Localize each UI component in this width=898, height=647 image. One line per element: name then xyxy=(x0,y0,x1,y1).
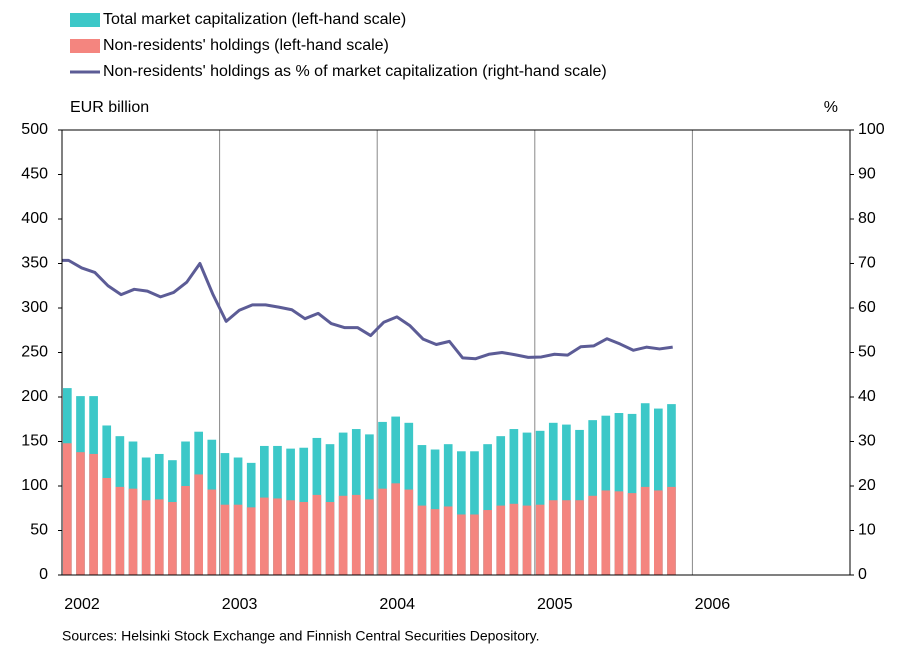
bar xyxy=(299,502,309,575)
y2-tick-label: 100 xyxy=(858,121,885,138)
y2-tick-label: 70 xyxy=(858,255,876,272)
bar xyxy=(260,497,269,575)
y2-tick-label: 40 xyxy=(858,388,876,405)
bar xyxy=(286,500,295,575)
y-tick-label: 250 xyxy=(21,344,48,361)
bar xyxy=(168,502,177,575)
bar xyxy=(338,495,348,575)
bar xyxy=(430,509,440,575)
y-tick-label: 500 xyxy=(21,121,48,138)
bar xyxy=(457,514,466,575)
bar xyxy=(128,488,138,575)
y-tick-label: 50 xyxy=(30,522,48,539)
y-tick-label: 200 xyxy=(21,388,48,405)
y-tick-label: 0 xyxy=(39,566,48,583)
bar xyxy=(509,429,519,575)
bar xyxy=(233,504,243,575)
y-tick-label: 350 xyxy=(21,255,48,272)
bar xyxy=(548,422,558,575)
bar xyxy=(601,490,611,575)
y-tick-label: 100 xyxy=(21,477,48,494)
y2-tick-label: 50 xyxy=(858,344,876,361)
bar xyxy=(562,500,571,575)
y2-tick-label: 20 xyxy=(858,477,876,494)
y2-axis-label: % xyxy=(824,99,838,116)
y-tick-label: 150 xyxy=(21,433,48,450)
legend-label: Total market capitalization (left-hand s… xyxy=(103,11,406,28)
bar xyxy=(325,502,335,575)
bar xyxy=(365,499,374,575)
y-axis-label: EUR billion xyxy=(70,99,149,116)
bar xyxy=(76,452,85,575)
bar xyxy=(509,503,519,575)
bar xyxy=(417,505,427,575)
plot-frame xyxy=(61,129,851,576)
bar xyxy=(627,493,637,575)
y2-tick-label: 60 xyxy=(858,299,876,316)
y2-tick-label: 30 xyxy=(858,433,876,450)
legend-marker xyxy=(70,13,100,27)
bar xyxy=(312,494,322,575)
bar xyxy=(181,486,190,575)
bar xyxy=(470,451,479,575)
y-tick-label: 400 xyxy=(21,210,48,227)
source-note: Sources: Helsinki Stock Exchange and Fin… xyxy=(62,628,540,644)
bar xyxy=(194,474,204,575)
bar xyxy=(391,483,401,575)
bar xyxy=(522,505,532,575)
bar xyxy=(667,486,676,575)
y2-tick-label: 90 xyxy=(858,166,876,183)
bar xyxy=(246,507,256,575)
legend-label: Non-residents' holdings as % of market c… xyxy=(103,63,607,80)
bar xyxy=(220,504,230,575)
x-tick-label: 2003 xyxy=(222,596,258,613)
y-tick-label: 300 xyxy=(21,299,48,316)
bar xyxy=(351,494,361,575)
bar xyxy=(470,514,479,575)
bar xyxy=(522,432,532,575)
bar xyxy=(654,490,663,575)
bar xyxy=(535,430,545,575)
bar xyxy=(575,500,584,575)
bar xyxy=(141,500,151,575)
bar xyxy=(443,506,453,575)
x-tick-label: 2005 xyxy=(537,596,573,613)
bar xyxy=(457,451,466,575)
y2-tick-label: 80 xyxy=(858,210,876,227)
bar xyxy=(588,495,598,575)
bar xyxy=(404,489,414,575)
bar xyxy=(496,505,506,575)
y-tick-label: 450 xyxy=(21,166,48,183)
legend-marker xyxy=(70,39,100,53)
bar xyxy=(483,510,492,575)
bar xyxy=(535,504,545,575)
bar xyxy=(207,489,217,575)
bar xyxy=(483,444,492,575)
bar xyxy=(115,486,125,575)
bar xyxy=(63,443,72,575)
bar xyxy=(154,499,164,575)
bar xyxy=(548,500,558,575)
x-tick-label: 2004 xyxy=(379,596,415,613)
bar xyxy=(614,491,624,575)
bar xyxy=(640,486,650,575)
x-tick-label: 2002 xyxy=(64,596,100,613)
line xyxy=(62,258,673,361)
legend-label: Non-residents' holdings (left-hand scale… xyxy=(103,37,389,54)
bar xyxy=(89,453,98,575)
bar xyxy=(562,424,571,575)
x-tick-label: 2006 xyxy=(695,596,731,613)
bar xyxy=(102,477,112,575)
y2-tick-label: 0 xyxy=(858,566,867,583)
bar xyxy=(273,498,282,575)
y2-tick-label: 10 xyxy=(858,522,876,539)
bar xyxy=(378,488,387,575)
